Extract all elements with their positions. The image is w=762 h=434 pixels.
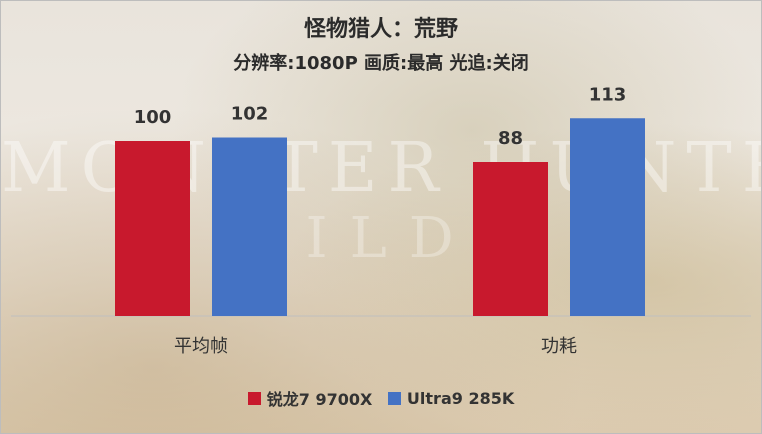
data-label-0-series-0: 100: [134, 107, 172, 128]
chart-legend: 锐龙7 9700X Ultra9 285K: [1, 386, 761, 410]
bar-1-series-1: [570, 118, 645, 316]
bar-0-series-1: [212, 137, 287, 316]
chart-subtitle: 分辨率:1080P 画质:最高 光追:关闭: [233, 53, 529, 74]
data-label-0-series-1: 102: [231, 104, 269, 125]
bar-0-series-0: [115, 141, 190, 316]
legend-item-series-0: 锐龙7 9700X: [247, 386, 373, 410]
legend-item-series-1: Ultra9 285K: [387, 388, 515, 408]
bar-1-series-0: [473, 162, 548, 316]
category-label-1: 功耗: [541, 336, 577, 357]
legend-label-series-0: 锐龙7 9700X: [266, 390, 373, 409]
legend-label-series-1: Ultra9 285K: [406, 388, 515, 408]
data-label-1-series-0: 88: [498, 128, 523, 149]
legend-swatch-series-1: [387, 391, 401, 405]
legend-swatch-series-0: [247, 391, 261, 405]
chart-title: 怪物猎人：荒野: [303, 17, 458, 42]
data-label-1-series-1: 113: [589, 84, 627, 105]
category-label-0: 平均帧: [174, 336, 228, 357]
